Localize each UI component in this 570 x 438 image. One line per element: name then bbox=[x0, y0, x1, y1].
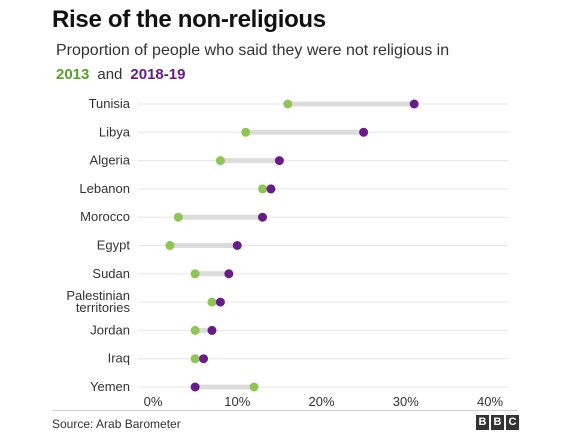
legend-2018-19: 2018-19 bbox=[130, 66, 186, 83]
chart-subtitle: Proportion of people who said they were … bbox=[56, 42, 450, 59]
chart-title: Rise of the non-religious bbox=[52, 6, 326, 33]
point-2013 bbox=[249, 382, 259, 392]
x-tick-label: 20% bbox=[308, 394, 334, 409]
bbc-logo-letter: C bbox=[506, 415, 519, 430]
point-2018-19 bbox=[266, 184, 276, 194]
x-tick-label: 30% bbox=[393, 394, 419, 409]
legend-2013: 2013 bbox=[56, 66, 90, 83]
bbc-logo-letter: B bbox=[491, 415, 504, 430]
point-2013 bbox=[215, 156, 225, 166]
category-label: Sudan bbox=[92, 266, 130, 281]
source-note: Source: Arab Barometer bbox=[52, 417, 181, 431]
category-label: Iraq bbox=[108, 351, 130, 366]
point-2018-19 bbox=[258, 212, 268, 222]
point-2018-19 bbox=[207, 325, 217, 335]
point-2018-19 bbox=[232, 241, 242, 250]
category-label: Jordan bbox=[90, 322, 130, 337]
legend-and: and bbox=[97, 66, 123, 83]
point-2018-19 bbox=[190, 382, 200, 392]
category-label: Tunisia bbox=[89, 96, 131, 111]
category-label: Lebanon bbox=[79, 181, 130, 196]
point-2013 bbox=[283, 99, 293, 109]
point-2018-19 bbox=[359, 127, 369, 137]
category-label: Libya bbox=[99, 124, 131, 139]
point-2013 bbox=[207, 297, 217, 307]
x-tick-label: 0% bbox=[144, 394, 163, 409]
point-2013 bbox=[173, 212, 183, 222]
footer-divider bbox=[52, 410, 518, 411]
point-2013 bbox=[258, 184, 268, 194]
point-2018-19 bbox=[215, 297, 225, 307]
category-label: Morocco bbox=[80, 209, 130, 224]
bbc-logo: B B C bbox=[476, 415, 519, 430]
category-label: Egypt bbox=[97, 238, 131, 253]
category-label: Algeria bbox=[90, 153, 131, 168]
point-2018-19 bbox=[274, 156, 284, 166]
point-2013 bbox=[241, 127, 251, 137]
point-2018-19 bbox=[224, 269, 234, 279]
category-label: Palestinian bbox=[66, 288, 130, 303]
bbc-logo-letter: B bbox=[476, 415, 489, 430]
point-2013 bbox=[190, 354, 200, 364]
category-label: territories bbox=[76, 300, 131, 315]
point-2013 bbox=[190, 269, 200, 279]
legend: 2013 and 2018-19 bbox=[56, 66, 185, 83]
x-tick-label: 10% bbox=[224, 394, 250, 409]
point-2013 bbox=[165, 241, 175, 250]
category-label: Yemen bbox=[90, 379, 130, 394]
point-2018-19 bbox=[199, 354, 209, 364]
point-2013 bbox=[190, 325, 200, 335]
point-2018-19 bbox=[409, 99, 419, 109]
x-tick-label: 40% bbox=[477, 394, 503, 409]
